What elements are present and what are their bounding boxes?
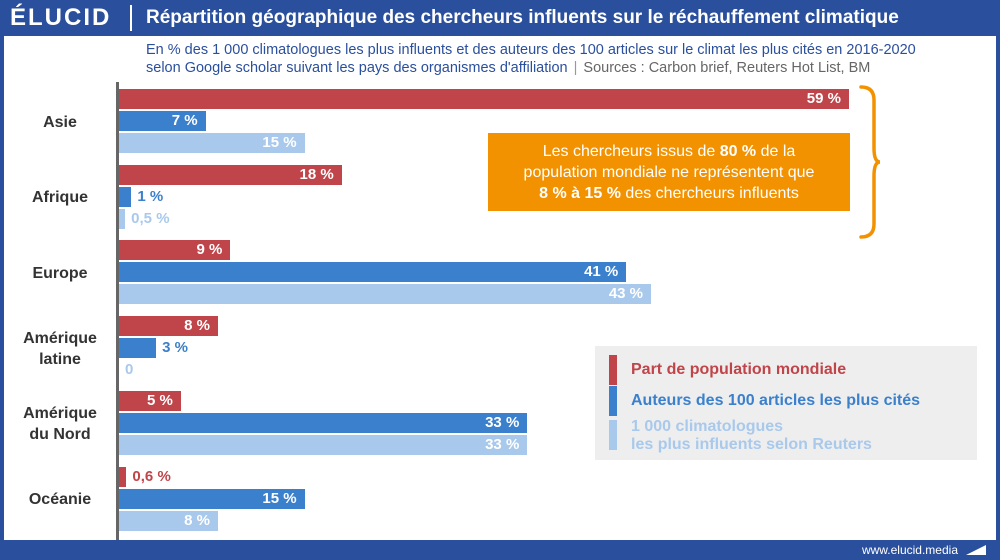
footer-bar: www.elucid.media <box>0 540 1000 560</box>
value-label-reuters: 33 % <box>485 436 520 453</box>
site-url: www.elucid.media <box>861 543 958 557</box>
bar-population <box>119 164 342 185</box>
value-label-authors: 15 % <box>262 489 297 507</box>
category-label: Amérique du Nord <box>10 403 110 445</box>
legend-swatch-reuters <box>609 420 617 450</box>
callout-box: Les chercheurs issus de 80 % de la popul… <box>488 133 850 211</box>
value-label-reuters: 0 <box>125 360 134 378</box>
category-label: Afrique <box>10 187 110 208</box>
bar-authors <box>119 262 627 282</box>
bar-reuters <box>119 133 305 153</box>
subtitle-text: selon Google scholar suivant les pays de… <box>146 60 568 76</box>
subtitle-line-2: selon Google scholar suivant les pays de… <box>146 59 870 77</box>
legend-swatch-population <box>609 355 617 385</box>
category-label-line: Océanie <box>28 491 92 508</box>
sources-text: Sources : Carbon brief, Reuters Hot List… <box>583 60 871 76</box>
bar-authors <box>119 337 157 358</box>
legend: Part de population mondiale Auteurs des … <box>595 346 977 460</box>
callout-text-3: population mondiale ne représentent que <box>523 164 815 181</box>
bar-authors <box>119 413 528 433</box>
bar-reuters <box>119 208 126 229</box>
bar-authors <box>119 111 206 131</box>
category-label-line: Asie <box>43 113 77 131</box>
bar-authors <box>119 186 132 207</box>
bar-reuters <box>119 510 218 531</box>
value-label-population: 8 % <box>184 316 210 334</box>
callout-bold-2: 8 % à 15 % <box>539 185 621 202</box>
subtitle-line-1: En % des 1 000 climatologues les plus in… <box>146 42 916 58</box>
header-separator <box>130 5 132 31</box>
category-label-line: du Nord <box>29 426 91 443</box>
value-label-reuters: 43 % <box>608 285 644 302</box>
value-label-authors: 41 % <box>584 263 619 280</box>
value-label-population: 5 % <box>147 392 173 409</box>
callout-text-4: des chercheurs influents <box>620 185 799 202</box>
category-label-line: latine <box>39 350 81 368</box>
legend-label-reuters-line-2: les plus influents selon Reuters <box>631 436 872 453</box>
bar-population <box>119 466 127 487</box>
value-label-population: 18 % <box>299 165 334 183</box>
category-label-line: Amérique <box>23 405 97 422</box>
value-label-population: 9 % <box>196 241 223 258</box>
value-label-reuters: 0,5 % <box>131 209 170 227</box>
bar-population <box>119 391 181 411</box>
category-label-line: Afrique <box>32 189 88 206</box>
category-label: Amérique latine <box>10 328 110 370</box>
bar-reuters <box>119 435 528 455</box>
bar-population <box>119 89 849 109</box>
value-label-reuters: 15 % <box>262 134 297 151</box>
category-label-line: Europe <box>32 264 88 282</box>
callout-bold-1: 80 % <box>719 143 757 160</box>
bar-reuters <box>119 284 652 304</box>
chart-axis-line <box>116 82 119 542</box>
legend-label-reuters-line-1: 1 000 climatologues <box>631 418 784 435</box>
value-label-authors: 3 % <box>162 338 188 356</box>
category-label-line: Amérique <box>23 329 97 347</box>
bar-authors <box>119 488 305 509</box>
legend-label-population: Part de population mondiale <box>631 361 847 378</box>
category-label: Océanie <box>10 489 110 510</box>
chart-title: Répartition géographique des chercheurs … <box>146 7 899 28</box>
category-label: Europe <box>10 263 110 284</box>
brand-logo: ÉLUCID <box>10 4 112 31</box>
callout-text-2: de la <box>756 143 796 160</box>
header-bar: ÉLUCID Répartition géographique des cher… <box>0 0 1000 36</box>
category-label: Asie <box>10 112 110 133</box>
bar-population <box>119 315 218 336</box>
value-label-authors: 33 % <box>485 414 520 431</box>
value-label-reuters: 8 % <box>184 511 210 529</box>
callout-text-1: Les chercheurs issus de <box>542 143 720 160</box>
value-label-authors: 7 % <box>171 112 198 129</box>
brand-mark-icon <box>966 545 986 555</box>
legend-label-reuters: 1 000 climatologues les plus influents s… <box>631 418 872 454</box>
bar-population <box>119 240 231 260</box>
legend-swatch-authors <box>609 386 617 416</box>
value-label-population: 59 % <box>806 90 841 107</box>
subtitle-separator: | <box>573 60 578 76</box>
value-label-authors: 1 % <box>137 187 164 205</box>
value-label-population: 0,6 % <box>132 467 171 485</box>
legend-label-authors: Auteurs des 100 articles les plus cités <box>631 392 921 409</box>
brace-icon <box>859 85 881 239</box>
